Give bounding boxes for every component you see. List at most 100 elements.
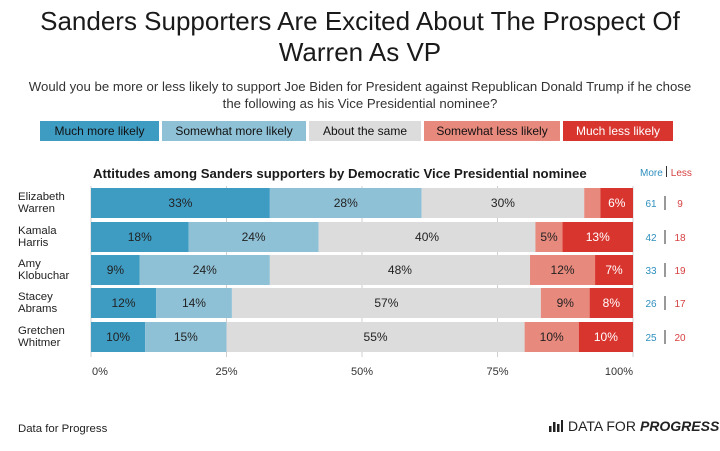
row-label-line: Amy	[18, 258, 41, 270]
bar-segment	[318, 222, 536, 252]
chart-title-main: Sanders Supporters Are Excited About The…	[0, 6, 720, 68]
row-label-line: Whitmer	[18, 337, 61, 349]
bar-segment	[530, 255, 596, 285]
row-label-line: Kamala	[18, 225, 57, 237]
bar-segment	[231, 288, 541, 318]
row-label-line: Abrams	[18, 303, 58, 315]
legend: Much more likely Somewhat more likely Abou…	[40, 121, 676, 141]
row-label-0: Elizabeth Warren	[18, 191, 65, 215]
segment-label: 24%	[193, 263, 217, 277]
bar-segment	[540, 288, 590, 318]
bar-segment	[91, 188, 270, 218]
legend-item-3: Somewhat less likely	[424, 121, 560, 141]
bar-segment	[269, 188, 422, 218]
segment-label: 10%	[540, 330, 564, 344]
bar-segment	[562, 222, 633, 252]
segment-label: 9%	[107, 263, 125, 277]
segment-label: 15%	[174, 330, 198, 344]
segment-label: 10%	[106, 330, 130, 344]
bar-segment	[188, 222, 319, 252]
brand-prefix: DATA FOR	[568, 418, 636, 434]
x-tick-label: 50%	[351, 366, 373, 378]
bar-segment	[91, 255, 140, 285]
segment-label: 18%	[128, 230, 152, 244]
x-tick-label: 25%	[215, 366, 237, 378]
segment-label: 6%	[608, 196, 626, 210]
segment-label: 12%	[112, 296, 136, 310]
more-total: 61	[645, 199, 657, 210]
legend-item-4: Much less likely	[563, 121, 673, 141]
segment-label: 57%	[374, 296, 398, 310]
row-label-4: Gretchen Whitmer	[18, 325, 65, 349]
segment-label: 8%	[603, 296, 621, 310]
row-label-line: Gretchen	[18, 325, 65, 337]
segment-label: 40%	[415, 230, 439, 244]
segment-label: 30%	[491, 196, 515, 210]
less-header: Less	[670, 168, 692, 179]
bar-segment	[584, 188, 601, 218]
bar-segment	[535, 222, 563, 252]
segment-label: 12%	[551, 263, 575, 277]
segment-label: 28%	[334, 196, 358, 210]
more-total: 26	[645, 299, 657, 310]
title-line-1: Sanders Supporters Are Excited About The…	[40, 6, 680, 36]
segment-label: 9%	[557, 296, 575, 310]
segment-label: 14%	[182, 296, 206, 310]
brand-logo: DATA FOR PROGRESS	[549, 418, 719, 434]
more-total: 42	[645, 233, 657, 244]
bar-chart-icon	[549, 420, 563, 432]
row-label-line: Klobuchar	[18, 270, 70, 282]
row-label-line: Elizabeth	[18, 191, 65, 203]
bar-segment	[226, 322, 525, 352]
plot-title: Attitudes among Sanders supporters by De…	[93, 166, 587, 181]
segment-label: 55%	[364, 330, 388, 344]
bar-segment	[589, 288, 633, 318]
row-label-3: Stacey Abrams	[18, 291, 57, 315]
more-header: More	[640, 168, 663, 179]
segment-label: 10%	[594, 330, 618, 344]
less-total: 20	[674, 333, 686, 344]
row-label-line: Warren	[18, 203, 55, 215]
segment-label: 48%	[388, 263, 412, 277]
less-total: 18	[674, 233, 686, 244]
bar-segment	[600, 188, 633, 218]
bar-segment	[269, 255, 531, 285]
bar-segment	[595, 255, 633, 285]
legend-item-0: Much more likely	[40, 121, 159, 141]
bar-segment	[91, 222, 189, 252]
legend-item-2: About the same	[309, 121, 421, 141]
legend-item-1: Somewhat more likely	[162, 121, 306, 141]
less-total: 9	[677, 199, 683, 210]
bar-segment	[156, 288, 232, 318]
less-total: 19	[674, 266, 686, 277]
bar-segment	[91, 288, 157, 318]
more-total: 25	[645, 333, 657, 344]
row-label-line: Harris	[18, 237, 49, 249]
segment-label: 24%	[242, 230, 266, 244]
more-less-header: More Less	[640, 166, 692, 179]
source-note: Data for Progress	[18, 423, 108, 435]
bar-segment	[524, 322, 579, 352]
x-tick-label: 75%	[486, 366, 508, 378]
more-less-separator	[665, 166, 667, 177]
bar-segment	[578, 322, 633, 352]
row-label-2: Amy Klobuchar	[18, 258, 69, 282]
segment-label: 5%	[540, 230, 558, 244]
bar-segment	[145, 322, 227, 352]
segment-label: 7%	[605, 263, 623, 277]
x-tick-label: 100%	[605, 366, 633, 378]
brand-suffix: PROGRESS	[639, 418, 720, 434]
bar-segment	[421, 188, 585, 218]
segment-label: 13%	[586, 230, 610, 244]
row-label-1: Kamala Harris	[18, 225, 57, 249]
x-tick-label: 0%	[92, 366, 108, 378]
chart-subtitle: Would you be more or less likely to supp…	[28, 79, 692, 111]
more-total: 33	[645, 266, 657, 277]
bar-segment	[139, 255, 270, 285]
row-label-line: Stacey	[18, 291, 53, 303]
less-total: 17	[674, 299, 686, 310]
title-line-2: Warren As VP	[278, 37, 442, 67]
bar-segment	[91, 322, 146, 352]
segment-label: 33%	[168, 196, 192, 210]
